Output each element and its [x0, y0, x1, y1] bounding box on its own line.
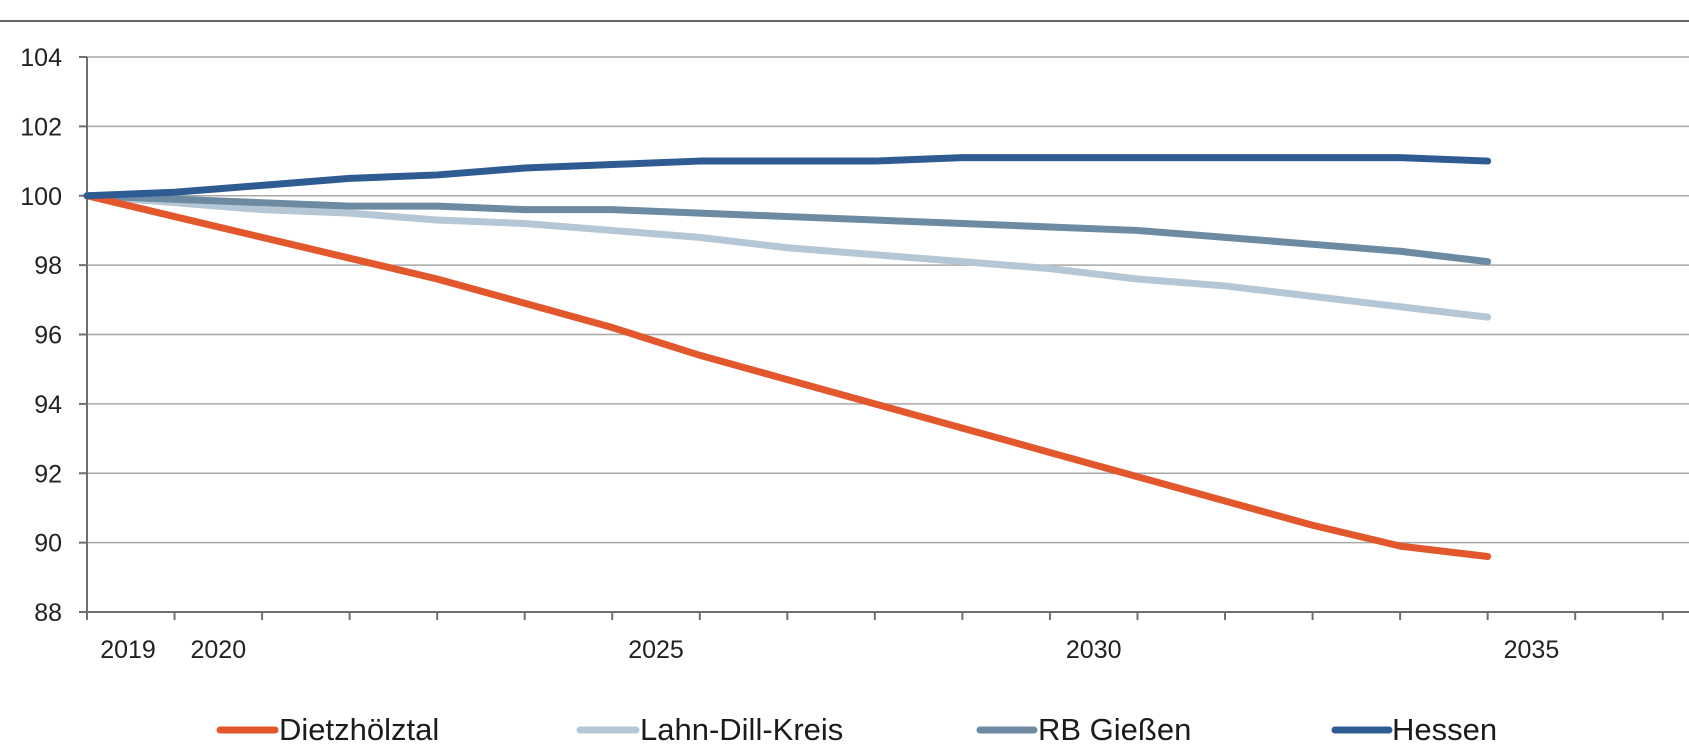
- y-tick-label-88: 88: [34, 599, 62, 627]
- legend-label: Lahn-Dill-Kreis: [640, 712, 843, 746]
- legend-item-hessen: Hessen: [1331, 712, 1497, 746]
- legend-label: Hessen: [1392, 712, 1497, 746]
- legend-item-dietzhölztal: Dietzhölztal: [216, 712, 439, 746]
- legend-item-lahn-dill-kreis: Lahn-Dill-Kreis: [576, 712, 843, 746]
- x-tick-label-2035: 2035: [1504, 636, 1560, 664]
- series-line-dietzhölztal: [83, 192, 1492, 560]
- gridlines: [87, 56, 1689, 613]
- legend-item-rb-gießen: RB Gießen: [976, 712, 1191, 746]
- y-tick-label-100: 100: [20, 183, 62, 211]
- x-tick-label-2020: 2020: [190, 636, 246, 664]
- legend-label: RB Gießen: [1038, 712, 1191, 746]
- y-tick-label-96: 96: [34, 322, 62, 350]
- series-line-hessen: [83, 154, 1492, 200]
- series-line-lahn-dill-kreis: [83, 192, 1492, 321]
- legend-label: Dietzhölztal: [279, 712, 439, 746]
- y-tick-label-92: 92: [34, 460, 62, 488]
- series-line-rb-gießen: [83, 192, 1492, 266]
- y-tick-label-104: 104: [20, 44, 62, 72]
- legend: Dietzhölztal Lahn-Dill-Kreis RB Gießen Hess…: [216, 712, 1497, 746]
- y-tick-label-94: 94: [34, 391, 62, 419]
- y-tick-label-98: 98: [34, 252, 62, 280]
- x-tick-label-2025: 2025: [628, 636, 684, 664]
- y-tick-label-90: 90: [34, 530, 62, 558]
- axes: 88 90 92 94 96 98 100 102 104 2019 2020 2025 2030 203…: [20, 44, 1689, 664]
- y-tick-label-102: 102: [20, 113, 62, 141]
- x-tick-label-2030: 2030: [1066, 636, 1122, 664]
- x-tick-label-2019: 2019: [100, 636, 156, 664]
- series-lines: [83, 154, 1492, 560]
